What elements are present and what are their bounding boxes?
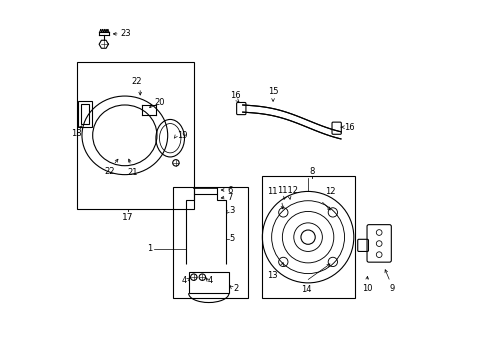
Text: 11: 11 [266, 187, 277, 196]
Text: 9: 9 [388, 284, 393, 293]
Text: 6: 6 [227, 185, 232, 194]
Text: 7: 7 [227, 193, 232, 202]
Text: 23: 23 [121, 30, 131, 39]
Text: 12: 12 [324, 187, 335, 196]
Text: 15: 15 [267, 87, 278, 96]
Text: 17: 17 [122, 213, 133, 222]
Text: 21: 21 [127, 168, 138, 177]
Text: 3: 3 [229, 206, 234, 215]
Text: 20: 20 [154, 98, 164, 107]
Text: 22: 22 [104, 167, 115, 176]
Text: 14: 14 [300, 285, 310, 294]
Text: 16: 16 [344, 123, 354, 132]
Text: 1: 1 [147, 244, 152, 253]
Text: 18: 18 [71, 129, 82, 138]
Text: 4: 4 [181, 275, 186, 284]
Text: 5: 5 [229, 234, 234, 243]
Text: 8: 8 [308, 167, 314, 176]
Text: 1112: 1112 [276, 186, 297, 195]
Text: 10: 10 [361, 284, 371, 293]
Text: 2: 2 [233, 284, 238, 293]
Text: 16: 16 [230, 91, 241, 100]
Text: 4: 4 [207, 275, 213, 284]
Text: 13: 13 [266, 271, 277, 280]
Text: 22: 22 [131, 77, 142, 86]
Text: 19: 19 [176, 131, 187, 140]
